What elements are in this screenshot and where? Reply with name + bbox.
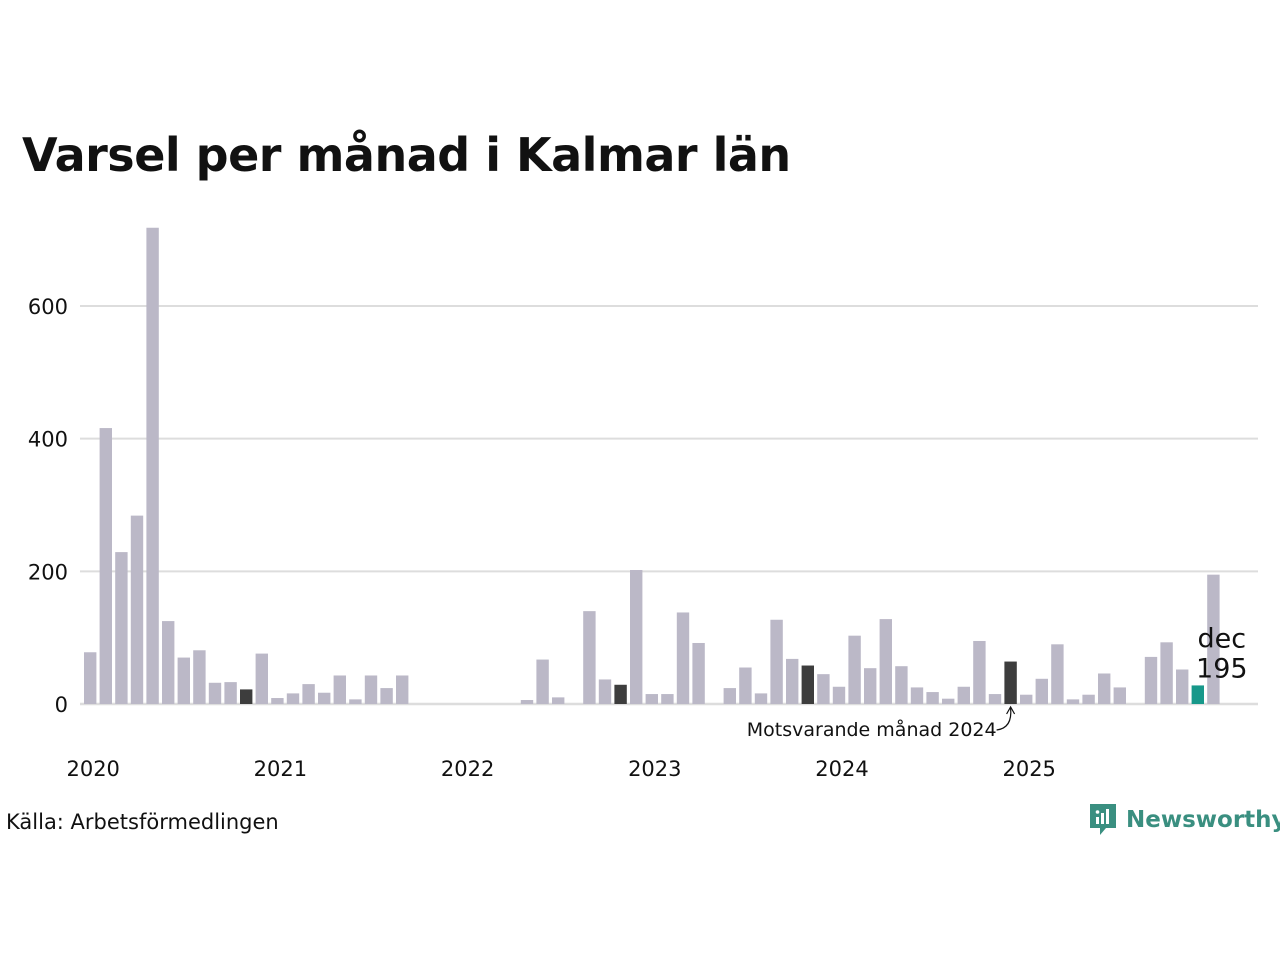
grid-lines: [80, 305, 1258, 706]
bar: [349, 699, 362, 704]
annotation-label: Motsvarande månad 2024: [747, 718, 997, 741]
annotation-arrowhead: [1006, 705, 1016, 715]
bar: [926, 692, 939, 704]
y-tick-label: 200: [28, 560, 68, 584]
bar: [333, 675, 346, 704]
highlight-value-label: 195: [1196, 653, 1248, 684]
bar: [193, 650, 206, 704]
y-tick-label: 600: [28, 295, 68, 319]
bar: [739, 667, 752, 704]
bar: [832, 686, 846, 704]
bar: [552, 697, 565, 704]
bar: [988, 694, 1002, 704]
bar: [817, 674, 830, 704]
bar: [1113, 687, 1126, 704]
bar: [661, 694, 674, 704]
y-tick-label: 400: [28, 428, 68, 452]
bar: [723, 688, 736, 704]
bar: [286, 693, 300, 704]
bars: [84, 227, 1220, 704]
y-tick-label: 0: [55, 693, 68, 717]
bar: [848, 635, 861, 704]
x-tick-label: 2020: [66, 757, 119, 781]
bar: [536, 659, 549, 704]
bar: [864, 668, 877, 704]
chart-title: Varsel per månad i Kalmar län: [22, 128, 791, 182]
bar: [1051, 644, 1064, 704]
bar: [1144, 656, 1158, 704]
bar: [302, 684, 315, 704]
bar: [583, 611, 596, 704]
bar: [318, 692, 331, 704]
bar: [1160, 642, 1173, 704]
bar: [1066, 699, 1080, 704]
bar: [146, 227, 159, 704]
bar: [942, 698, 955, 704]
bar: [162, 621, 175, 704]
bar: [645, 694, 658, 704]
bar: [520, 700, 534, 704]
x-tick-label: 2023: [628, 757, 681, 781]
bar: [770, 619, 783, 704]
bar: [255, 653, 268, 704]
bar: [895, 666, 908, 704]
bar-comparison: [801, 665, 814, 704]
bar: [598, 679, 612, 704]
bar: [692, 642, 705, 704]
bar: [1098, 673, 1111, 704]
bar: [1176, 669, 1189, 704]
bar-comparison: [1004, 661, 1017, 704]
brand-logo[interactable]: Newsworthy: [1088, 802, 1280, 838]
bar: [1020, 694, 1033, 704]
newsworthy-logo-icon: [1090, 804, 1116, 835]
bar-highlight: [1191, 685, 1204, 704]
bar: [754, 693, 768, 704]
bar: [271, 698, 284, 704]
bar: [177, 657, 190, 704]
bar: [115, 552, 128, 704]
bar: [786, 658, 799, 704]
bar: [380, 688, 393, 704]
x-tick-label: 2022: [441, 757, 494, 781]
bar: [364, 675, 378, 704]
bar: [396, 675, 409, 704]
bar: [1082, 694, 1095, 704]
x-tick-label: 2025: [1002, 757, 1055, 781]
bar: [676, 612, 690, 704]
bar: [84, 652, 97, 704]
bar: [957, 686, 970, 704]
annotation-arrow: [996, 707, 1012, 731]
bar: [973, 640, 986, 704]
labels: 0 200 400 600 2020 2021 2022 2023 2024 2025 dec195…: [28, 295, 1248, 781]
brand-name: Newsworthy: [1126, 807, 1280, 833]
highlight-month-label: dec: [1197, 623, 1246, 654]
bar: [208, 682, 222, 704]
bar: [630, 570, 643, 704]
x-tick-label: 2024: [815, 757, 868, 781]
bar-comparison: [614, 684, 627, 704]
x-tick-label: 2021: [254, 757, 307, 781]
source-note: Källa: Arbetsförmedlingen: [6, 810, 279, 834]
bar-comparison: [240, 689, 253, 704]
bar: [879, 619, 892, 704]
bar: [224, 682, 237, 704]
bar: [910, 687, 924, 704]
bar: [1035, 678, 1048, 704]
bar: [1207, 574, 1220, 704]
bar: [99, 428, 112, 704]
bar: [130, 515, 144, 704]
